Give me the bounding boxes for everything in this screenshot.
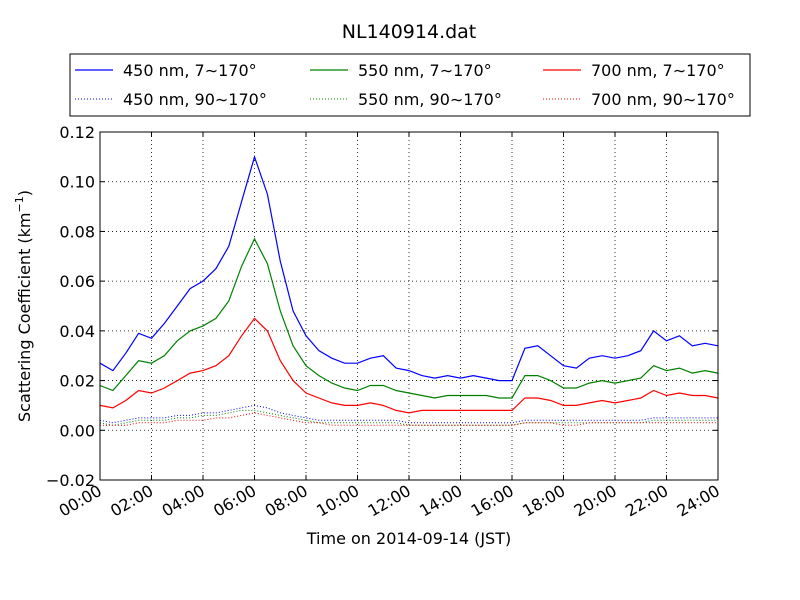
y-axis-title-end: ) <box>15 190 34 196</box>
y-tick-label: 0.02 <box>59 372 95 391</box>
ticks <box>99 131 719 481</box>
y-tick-label: 0.00 <box>59 421 95 440</box>
x-tick-label: 18:00 <box>519 481 568 521</box>
series-line <box>99 404 718 424</box>
legend-frame <box>69 53 751 117</box>
x-tick-label: 16:00 <box>468 481 517 521</box>
y-tick-label: 0.10 <box>59 173 95 192</box>
series-line <box>99 154 719 382</box>
y-tick-label: 0.04 <box>59 322 95 341</box>
y-axis-title-exponent: −1 <box>13 196 26 212</box>
x-tick-label: 20:00 <box>571 481 620 521</box>
x-tick-label: 06:00 <box>210 481 259 521</box>
legend-label: 550 nm, 7∼170° <box>358 61 492 80</box>
legend-label: 450 nm, 7∼170° <box>123 61 257 80</box>
legend-label: 700 nm, 90∼170° <box>591 90 735 109</box>
x-axis-title: Time on 2014-09-14 (JST) <box>306 529 511 548</box>
series-line <box>99 237 719 399</box>
x-tick-label: 12:00 <box>365 481 414 521</box>
x-tick-label: 02:00 <box>107 481 156 521</box>
grid <box>100 132 718 480</box>
series-line <box>99 317 719 414</box>
y-axis-title: Scattering Coefficient (km−1) <box>13 190 34 422</box>
legend-label: 700 nm, 7∼170° <box>591 61 725 80</box>
chart-title: NL140914.dat <box>342 21 477 43</box>
legend-label: 550 nm, 90∼170° <box>358 90 502 109</box>
x-tick-label: 08:00 <box>262 481 311 521</box>
x-tick-label: 24:00 <box>674 481 723 521</box>
x-tick-label: 14:00 <box>416 481 465 521</box>
x-tick-label: 04:00 <box>159 481 208 521</box>
series-line <box>99 409 718 426</box>
y-tick-label: −0.02 <box>46 471 95 490</box>
y-tick-label: 0.06 <box>59 272 95 291</box>
y-tick-label: 0.08 <box>59 222 95 241</box>
y-axis-title-main: Scattering Coefficient (km <box>15 212 34 422</box>
legend-label: 450 nm, 90∼170° <box>123 90 267 109</box>
y-tick-labels: −0.02 0.00 0.02 0.04 0.06 0.08 0.10 0.12 <box>46 123 95 490</box>
y-tick-label: 0.12 <box>59 123 95 142</box>
x-tick-labels: 00:00 02:00 04:00 06:00 08:00 10:00 12:00 14:00… <box>56 481 723 521</box>
x-tick-label: 10:00 <box>313 481 362 521</box>
series-layer <box>99 154 719 426</box>
x-tick-label: 22:00 <box>622 481 671 521</box>
legend: 450 nm, 7∼170° 550 nm, 7∼170° 700 nm, 7∼17… <box>69 53 751 117</box>
